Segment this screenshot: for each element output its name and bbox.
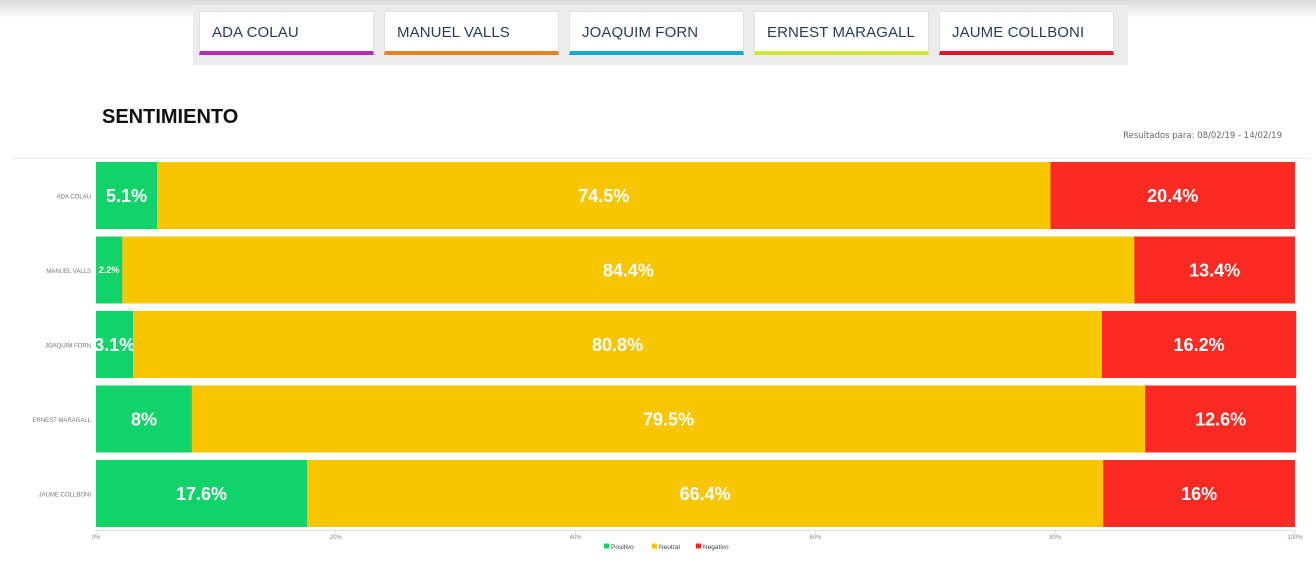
category-label: ERNEST MARAGALL <box>32 418 91 424</box>
bar-segment-neutral <box>133 311 1102 378</box>
tab-manuel-valls[interactable]: MANUEL VALLS <box>384 11 559 55</box>
bar-segment-negativo <box>1050 162 1295 229</box>
bar-segment-positivo <box>96 460 308 527</box>
x-tick-label: 80% <box>1049 535 1062 541</box>
bar-value-label: 84.4% <box>603 260 654 280</box>
bar-value-label: 12.6% <box>1195 409 1246 429</box>
bar-value-label: 8% <box>131 409 157 429</box>
bar-value-label: 16.2% <box>1174 335 1225 355</box>
x-tick-label: 40% <box>570 535 583 541</box>
legend-label: Neutral <box>659 544 681 551</box>
tab-ernest-maragall[interactable]: ERNEST MARAGALL <box>754 11 929 55</box>
bar-value-label: 17.6% <box>176 484 227 504</box>
tab-label: JAUME COLLBONI <box>952 24 1085 41</box>
bar-segment-positivo <box>96 236 123 304</box>
tab-ada-colau[interactable]: ADA COLAU <box>199 11 374 55</box>
tab-jaume-collboni[interactable]: JAUME COLLBONI <box>939 11 1114 55</box>
bar-value-label: 2.2% <box>99 265 120 275</box>
bar-value-label: 20.4% <box>1147 186 1198 206</box>
tab-label: JOAQUIM FORN <box>582 24 699 41</box>
bar-segment-negativo <box>1103 460 1295 527</box>
x-tick-label: 0% <box>92 535 101 541</box>
bar-value-label: 3.1% <box>94 335 135 355</box>
category-label: MANUEL VALLS <box>46 269 91 275</box>
bar-value-label: 66.4% <box>680 484 731 504</box>
candidate-tabs: ADA COLAU MANUEL VALLS JOAQUIM FORN ERNE… <box>193 5 1128 65</box>
tab-joaquim-forn[interactable]: JOAQUIM FORN <box>569 11 744 55</box>
bar-value-label: 79.5% <box>643 409 694 429</box>
category-label: JAUME COLLBONI <box>39 493 92 499</box>
tab-label: ERNEST MARAGALL <box>767 24 915 41</box>
bar-segment-neutral <box>157 162 1051 229</box>
bar-segment-neutral <box>122 236 1135 304</box>
category-label: JOAQUIM FORN <box>45 344 91 350</box>
category-label: ADA COLAU <box>57 195 91 201</box>
legend-swatch-positivo <box>604 543 609 549</box>
x-tick-label: 20% <box>330 535 343 541</box>
date-range-label: Resultados para: 08/02/19 - 14/02/19 <box>1123 131 1282 141</box>
bar-value-label: 80.8% <box>592 335 643 355</box>
x-tick-label: 100% <box>1287 535 1303 541</box>
tab-label: MANUEL VALLS <box>397 24 510 41</box>
x-tick-label: 60% <box>809 535 822 541</box>
bar-segment-positivo <box>96 311 134 378</box>
bar-segment-negativo <box>1101 311 1297 378</box>
tab-label: ADA COLAU <box>212 24 299 41</box>
bar-value-label: 5.1% <box>106 186 147 206</box>
legend-label: Negativo <box>703 544 729 551</box>
bar-segment-positivo <box>96 162 158 229</box>
legend-swatch-neutral <box>652 543 657 549</box>
legend-swatch-negativo <box>696 543 701 549</box>
bar-value-label: 13.4% <box>1189 260 1240 280</box>
bar-segment-negativo <box>1134 236 1295 304</box>
bar-segment-neutral <box>191 385 1146 453</box>
legend-label: Positivo <box>611 544 634 551</box>
bar-segment-neutral <box>307 460 1104 527</box>
bar-value-label: 16% <box>1181 484 1217 504</box>
page-title: SENTIMIENTO <box>102 106 239 128</box>
bar-segment-negativo <box>1145 385 1297 453</box>
bar-segment-positivo <box>96 385 192 453</box>
bar-value-label: 74.5% <box>578 186 629 206</box>
